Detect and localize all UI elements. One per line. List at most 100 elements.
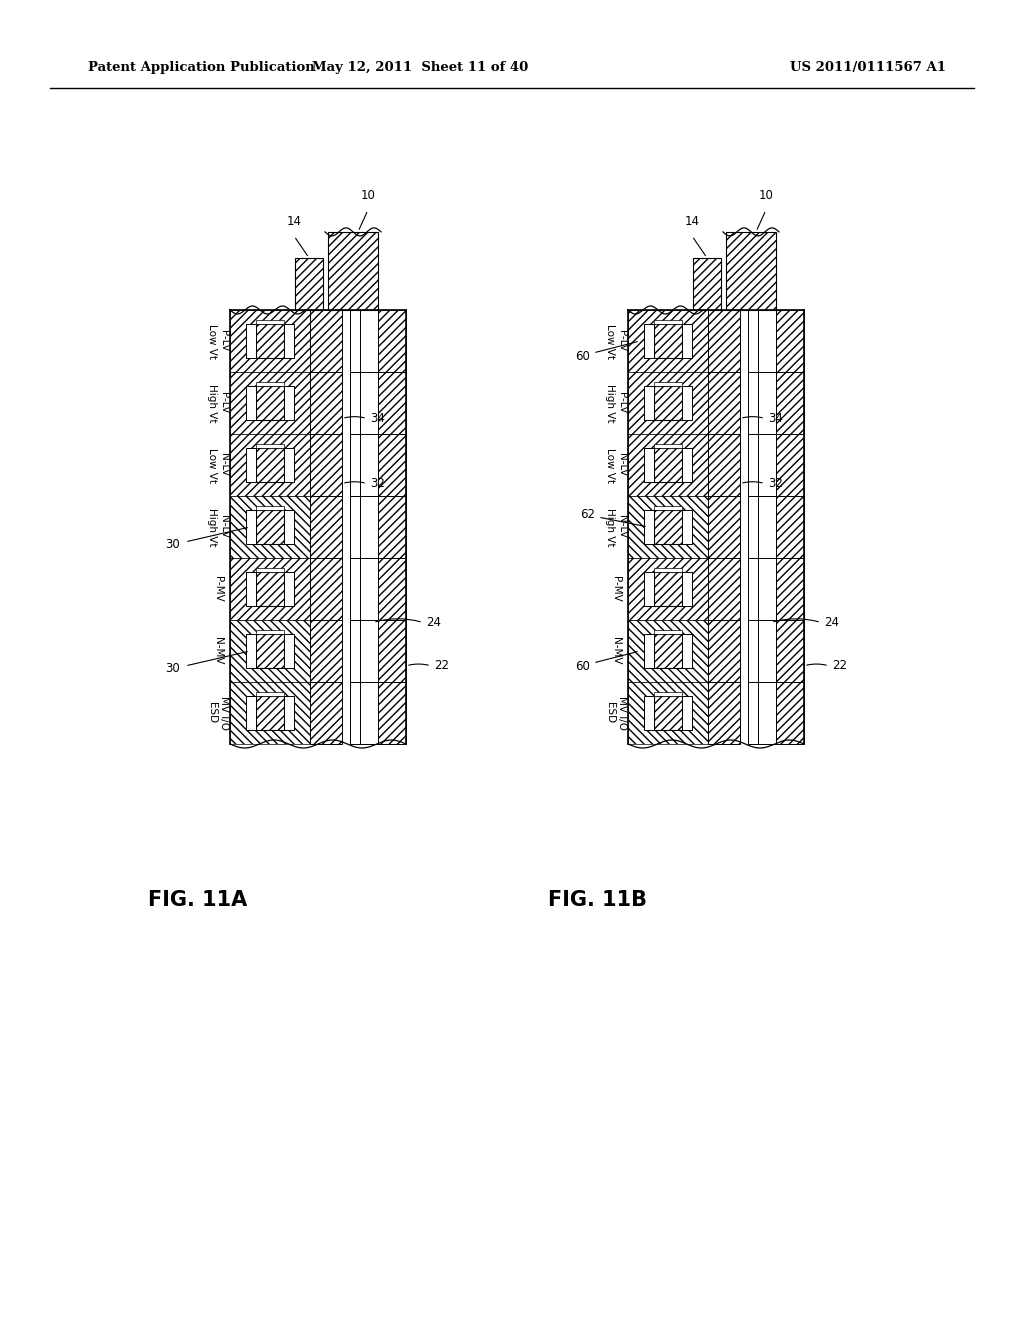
Bar (246, 510, 256, 544)
Bar (776, 620, 804, 682)
Bar (758, 372, 776, 434)
Bar (776, 310, 804, 372)
Bar (256, 385, 284, 420)
Bar (256, 692, 284, 696)
Bar (310, 434, 342, 496)
Bar (654, 323, 682, 358)
Text: 22: 22 (831, 660, 847, 672)
Bar (284, 385, 294, 420)
Text: US 2011/0111567 A1: US 2011/0111567 A1 (790, 62, 946, 74)
Bar (256, 323, 284, 358)
Text: 62: 62 (580, 508, 595, 521)
Bar (295, 257, 323, 310)
Bar (654, 696, 682, 730)
Text: 24: 24 (426, 616, 441, 630)
Bar (654, 696, 682, 730)
Bar (682, 634, 692, 668)
Bar (230, 682, 310, 744)
Bar (378, 682, 406, 744)
Bar (644, 323, 654, 358)
Bar (758, 434, 776, 496)
Bar (776, 682, 804, 744)
Bar (628, 434, 708, 496)
Bar (654, 510, 682, 544)
Bar (628, 434, 708, 496)
Bar (378, 620, 406, 682)
Bar (708, 620, 740, 682)
Bar (246, 634, 256, 668)
Text: 10: 10 (759, 189, 773, 202)
Bar (776, 434, 804, 496)
Bar (776, 620, 804, 682)
Bar (310, 620, 342, 682)
Text: 60: 60 (575, 660, 590, 672)
Bar (246, 447, 256, 482)
Text: N-LV
Low Vt: N-LV Low Vt (207, 447, 228, 483)
Bar (708, 558, 740, 620)
Bar (378, 434, 406, 496)
Bar (230, 496, 310, 558)
Bar (256, 323, 284, 358)
Text: 34: 34 (370, 412, 385, 425)
Text: P-LV
Low Vt: P-LV Low Vt (207, 323, 228, 359)
Text: 34: 34 (768, 412, 783, 425)
Bar (350, 620, 360, 682)
Bar (628, 620, 708, 682)
Bar (230, 558, 310, 620)
Text: N-MV: N-MV (611, 638, 621, 665)
Text: 22: 22 (434, 660, 449, 672)
Bar (748, 310, 758, 372)
Bar (758, 496, 776, 558)
Bar (758, 682, 776, 744)
Bar (256, 445, 284, 447)
Bar (628, 496, 708, 558)
Bar (310, 496, 342, 558)
Bar (230, 434, 310, 496)
Bar (628, 620, 708, 682)
Bar (256, 321, 284, 323)
Bar (628, 682, 708, 744)
Text: Patent Application Publication: Patent Application Publication (88, 62, 314, 74)
Bar (708, 558, 740, 620)
Text: 32: 32 (370, 477, 385, 490)
Bar (230, 372, 310, 434)
Bar (776, 310, 804, 372)
Bar (726, 232, 776, 310)
Bar (360, 682, 378, 744)
Bar (378, 434, 406, 496)
Bar (230, 682, 310, 744)
Bar (310, 310, 342, 372)
Bar (284, 634, 294, 668)
Text: May 12, 2011  Sheet 11 of 40: May 12, 2011 Sheet 11 of 40 (312, 62, 528, 74)
Bar (230, 496, 310, 558)
Bar (654, 510, 682, 544)
Bar (328, 232, 378, 310)
Bar (708, 310, 740, 372)
Bar (310, 372, 342, 434)
Bar (776, 372, 804, 434)
Bar (256, 507, 284, 510)
Bar (654, 568, 682, 572)
Bar (628, 682, 708, 744)
Bar (693, 257, 721, 310)
Bar (628, 310, 708, 372)
Bar (748, 682, 758, 744)
Bar (295, 257, 323, 310)
Text: 30: 30 (165, 539, 180, 552)
Text: N-MV: N-MV (213, 638, 223, 665)
Bar (256, 572, 284, 606)
Bar (378, 558, 406, 620)
Bar (654, 507, 682, 510)
Bar (378, 496, 406, 558)
Text: 32: 32 (768, 477, 783, 490)
Bar (256, 696, 284, 730)
Bar (708, 496, 740, 558)
Text: FIG. 11B: FIG. 11B (548, 890, 647, 909)
Bar (654, 634, 682, 668)
Bar (284, 510, 294, 544)
Bar (360, 372, 378, 434)
Bar (350, 558, 360, 620)
Bar (748, 372, 758, 434)
Bar (310, 434, 342, 496)
Bar (230, 558, 310, 620)
